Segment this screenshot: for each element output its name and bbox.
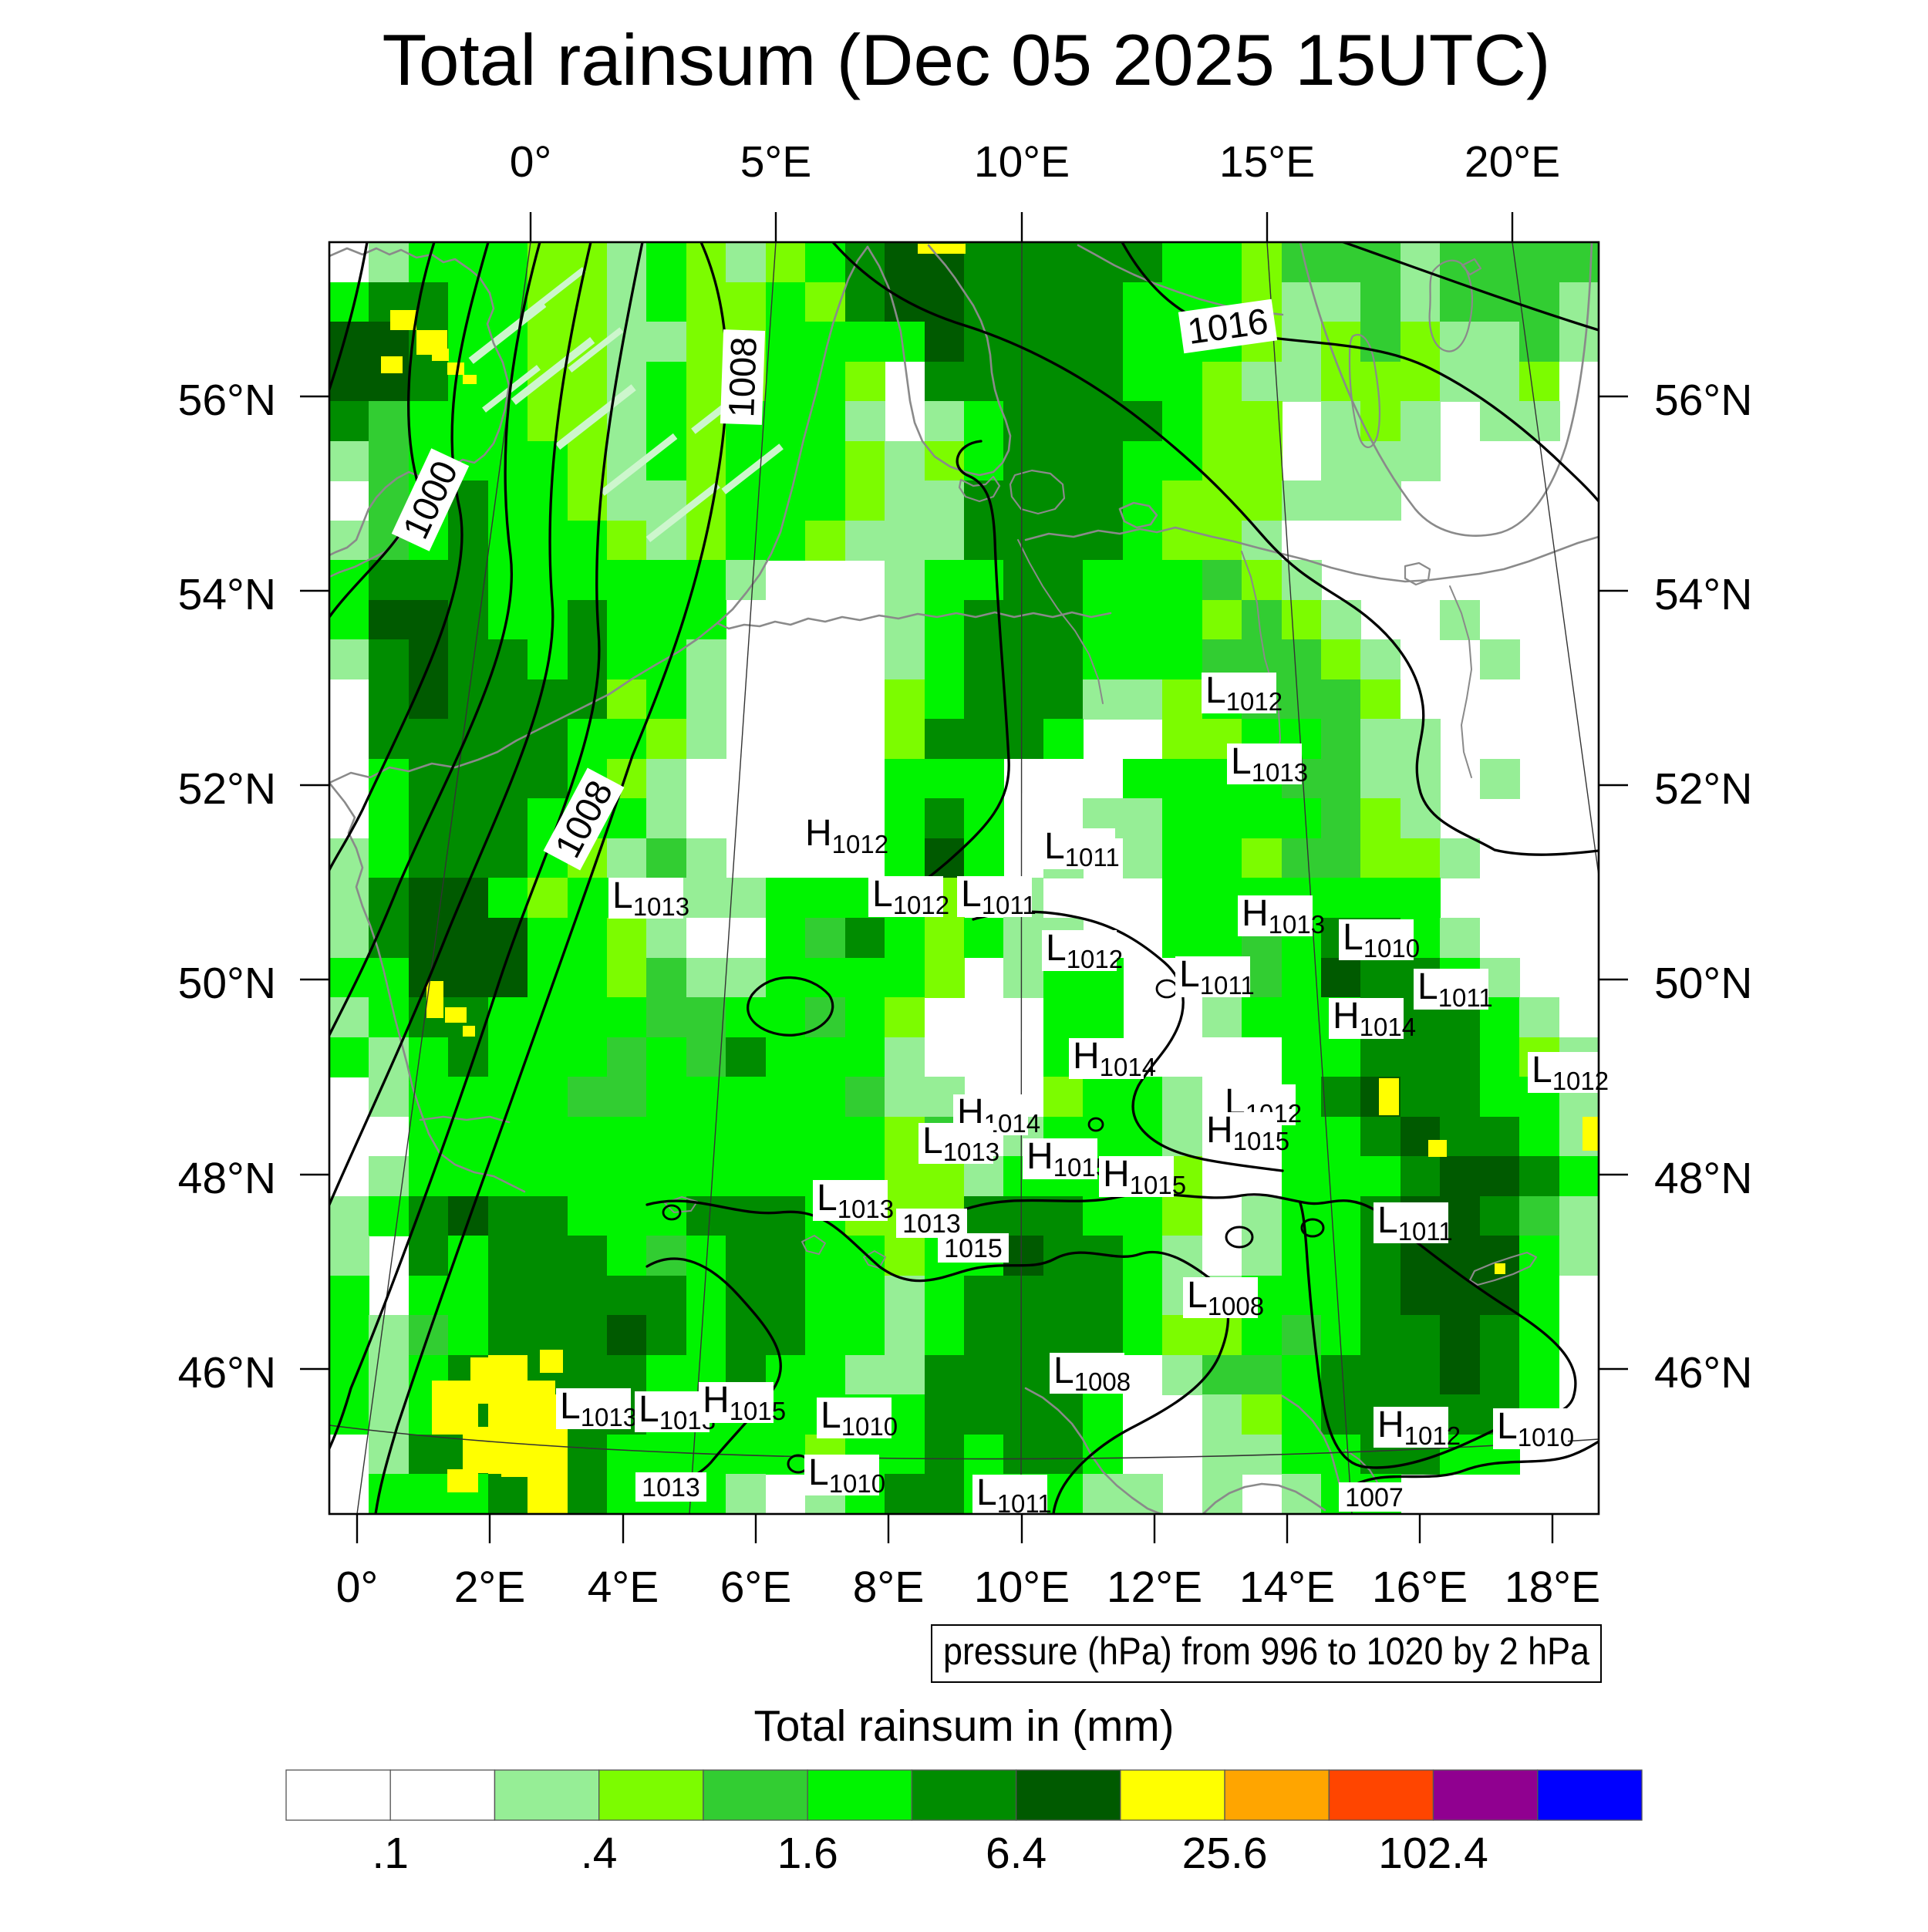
svg-text:48°N: 48°N xyxy=(1654,1154,1752,1203)
svg-text:15°E: 15°E xyxy=(1219,137,1315,187)
svg-text:1008: 1008 xyxy=(720,336,764,418)
svg-text:6.4: 6.4 xyxy=(986,1829,1047,1878)
svg-text:8°E: 8°E xyxy=(853,1563,925,1612)
svg-text:10°E: 10°E xyxy=(974,137,1070,187)
svg-text:.4: .4 xyxy=(581,1829,618,1878)
svg-text:Total rainsum (Dec 05 2025 15U: Total rainsum (Dec 05 2025 15UTC) xyxy=(383,19,1551,100)
svg-text:48°N: 48°N xyxy=(178,1154,276,1203)
svg-text:1013: 1013 xyxy=(642,1473,700,1502)
svg-text:50°N: 50°N xyxy=(1654,959,1752,1008)
svg-text:54°N: 54°N xyxy=(1654,570,1752,619)
svg-text:1007: 1007 xyxy=(1345,1483,1404,1512)
svg-text:L1013: L1013 xyxy=(612,875,689,921)
svg-text:56°N: 56°N xyxy=(1654,376,1752,425)
svg-text:0°: 0° xyxy=(336,1563,379,1612)
svg-text:L1010: L1010 xyxy=(821,1395,898,1441)
svg-text:5°E: 5°E xyxy=(740,137,812,187)
svg-text:102.4: 102.4 xyxy=(1378,1829,1488,1878)
svg-text:0°: 0° xyxy=(510,137,552,187)
svg-text:4°E: 4°E xyxy=(588,1563,659,1612)
svg-text:46°N: 46°N xyxy=(1654,1348,1752,1398)
svg-text:52°N: 52°N xyxy=(178,764,276,814)
svg-text:1.6: 1.6 xyxy=(777,1829,838,1878)
svg-text:.1: .1 xyxy=(372,1829,409,1878)
svg-text:pressure (hPa) from 996 to 102: pressure (hPa) from 996 to 1020 by 2 hPa xyxy=(943,1630,1589,1673)
svg-text:Total rainsum in (mm): Total rainsum in (mm) xyxy=(754,1701,1175,1751)
svg-text:16°E: 16°E xyxy=(1372,1563,1468,1612)
svg-text:L1012: L1012 xyxy=(1205,670,1283,716)
svg-text:56°N: 56°N xyxy=(178,376,276,425)
svg-text:18°E: 18°E xyxy=(1505,1563,1600,1612)
svg-text:1013: 1013 xyxy=(902,1209,961,1239)
svg-text:6°E: 6°E xyxy=(720,1563,792,1612)
svg-text:14°E: 14°E xyxy=(1239,1563,1335,1612)
svg-text:46°N: 46°N xyxy=(178,1348,276,1398)
svg-text:H1015: H1015 xyxy=(1103,1154,1186,1199)
svg-text:H1015: H1015 xyxy=(1206,1110,1289,1155)
svg-text:2°E: 2°E xyxy=(454,1563,526,1612)
svg-text:1015: 1015 xyxy=(944,1234,1003,1263)
svg-text:54°N: 54°N xyxy=(178,570,276,619)
svg-text:50°N: 50°N xyxy=(178,959,276,1008)
svg-text:52°N: 52°N xyxy=(1654,764,1752,814)
svg-text:12°E: 12°E xyxy=(1107,1563,1202,1612)
svg-text:10°E: 10°E xyxy=(974,1563,1070,1612)
svg-text:20°E: 20°E xyxy=(1465,137,1560,187)
svg-text:25.6: 25.6 xyxy=(1182,1829,1268,1878)
